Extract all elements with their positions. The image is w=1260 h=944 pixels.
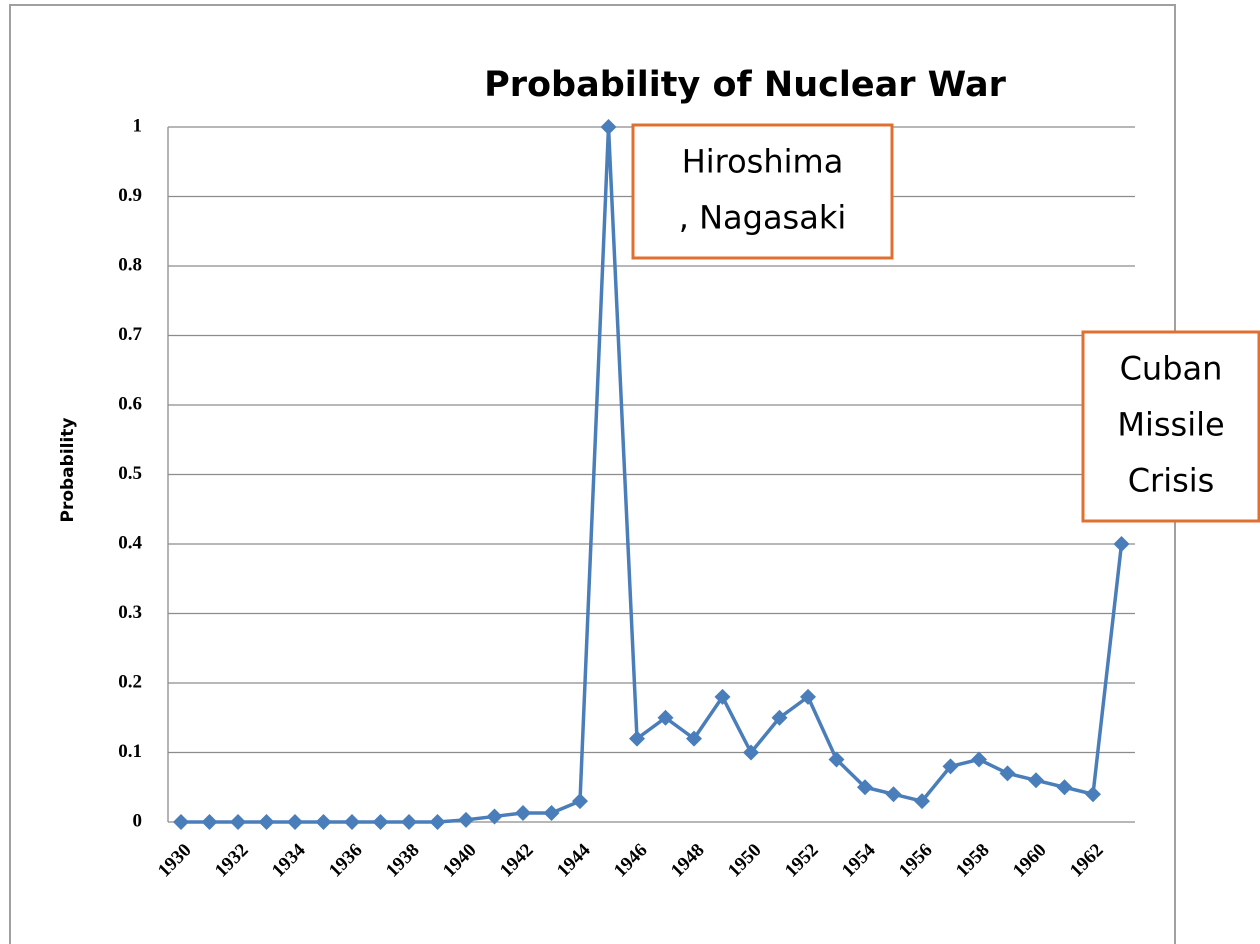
y-tick-label: 0.9 [118,185,142,206]
y-axis-label: Probability [58,417,78,522]
data-point [1085,786,1101,803]
data-point [572,793,588,810]
data-point [714,688,731,705]
y-tick-label: 0.1 [118,741,142,762]
data-point [971,751,987,768]
y-tick-label: 0.7 [118,324,142,345]
data-point [258,814,275,830]
data-point [885,786,902,803]
data-point [401,814,417,830]
data-point [629,730,645,747]
y-tick-label: 1 [133,115,143,136]
data-point [543,804,560,821]
data-point [515,804,531,821]
y-tick-label: 0.4 [118,532,142,553]
data-point [287,814,303,830]
data-point [914,793,930,810]
annotation-text: Hiroshima [682,143,844,181]
annotation: Hiroshima , Nagasaki [631,123,894,260]
y-tick-label: 0.5 [118,463,142,484]
data-point [173,814,189,830]
annotation-text: Crisis [1128,462,1215,500]
data-point [1113,536,1130,552]
data-point [600,119,617,135]
data-point [657,709,674,726]
data-point [458,811,474,828]
data-point [686,730,702,747]
y-tick-label: 0.2 [118,671,142,692]
data-point [771,709,788,726]
data-point [743,744,759,761]
data-point [344,814,360,830]
annotation-text: , Nagasaki [679,199,847,237]
data-point [230,814,246,830]
annotation-box [631,123,894,260]
data-point [372,814,389,830]
data-point [942,758,959,775]
annotation-text: Missile [1117,406,1224,444]
data-point [1028,772,1044,789]
annotation-text: Cuban [1120,350,1223,388]
annotation-box [1081,330,1260,523]
annotation: Cuban Missile Crisis [1081,330,1260,523]
y-tick-label: 0.6 [118,393,142,414]
data-point [486,808,503,825]
y-tick-label: 0.8 [118,254,142,275]
data-point [201,814,218,830]
data-point [828,751,845,768]
data-point [429,814,446,830]
series-line [181,125,1124,824]
chart-title: Probability of Nuclear War [484,65,1007,105]
data-point [857,779,873,796]
data-point [1056,779,1073,796]
data-point [800,688,816,705]
y-tick-label: 0.3 [118,602,142,623]
data-point [999,765,1016,782]
data-point [315,814,332,830]
y-tick-label: 0 [133,810,143,831]
